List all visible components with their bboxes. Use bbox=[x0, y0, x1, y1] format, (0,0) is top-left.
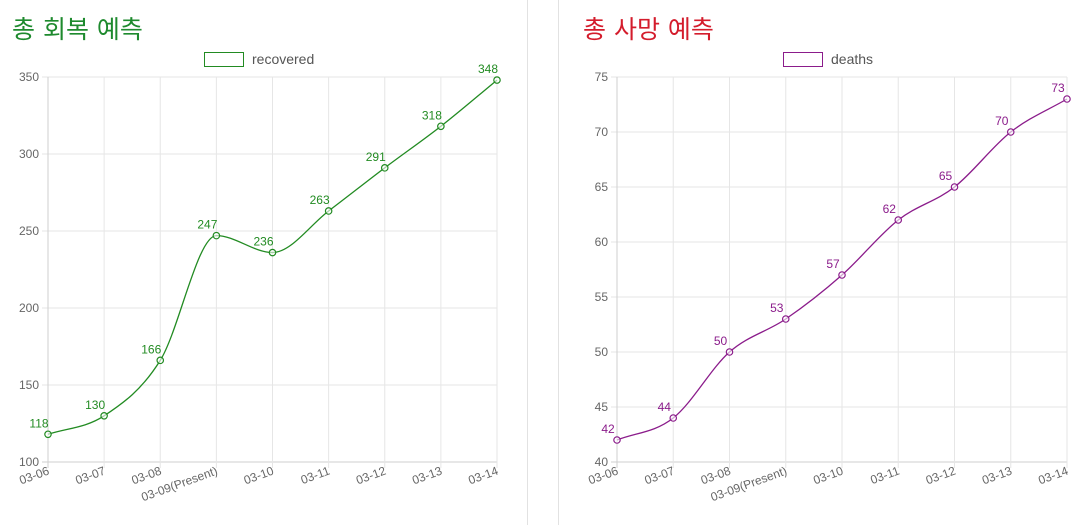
data-label: 70 bbox=[995, 114, 1009, 128]
y-tick-label: 75 bbox=[595, 70, 609, 84]
y-tick-label: 40 bbox=[595, 455, 609, 469]
data-label: 130 bbox=[85, 398, 105, 412]
data-point bbox=[437, 122, 445, 131]
x-tick-label: 03-13 bbox=[410, 464, 444, 488]
data-label: 42 bbox=[601, 422, 615, 436]
data-label: 65 bbox=[939, 169, 953, 183]
data-label: 263 bbox=[310, 193, 330, 207]
data-point bbox=[781, 315, 790, 323]
x-tick-label: 03-07 bbox=[643, 464, 677, 488]
panel-divider bbox=[558, 0, 559, 525]
y-tick-label: 50 bbox=[595, 345, 609, 359]
data-point bbox=[950, 183, 959, 191]
y-tick-label: 250 bbox=[19, 224, 39, 238]
y-tick-label: 350 bbox=[19, 70, 39, 84]
x-tick-label: 03-10 bbox=[811, 464, 845, 488]
x-tick-label: 03-12 bbox=[354, 464, 388, 488]
y-tick-label: 60 bbox=[595, 235, 609, 249]
y-tick-label: 100 bbox=[19, 455, 39, 469]
chart-legend[interactable]: recovered bbox=[204, 51, 314, 67]
x-tick-label: 03-10 bbox=[242, 464, 276, 488]
data-point bbox=[380, 164, 389, 172]
y-tick-label: 200 bbox=[19, 301, 39, 315]
data-label: 318 bbox=[422, 108, 442, 122]
y-tick-label: 300 bbox=[19, 147, 39, 161]
data-point bbox=[725, 348, 734, 356]
chart-title: 총 회복 예측 bbox=[12, 15, 143, 44]
data-point bbox=[268, 248, 277, 257]
data-point bbox=[493, 76, 501, 84]
data-point bbox=[100, 411, 108, 420]
y-tick-label: 70 bbox=[595, 125, 609, 139]
legend-swatch bbox=[783, 51, 823, 67]
data-point bbox=[1006, 128, 1015, 136]
data-label: 57 bbox=[826, 257, 840, 271]
x-tick-label: 03-14 bbox=[466, 464, 500, 488]
data-point bbox=[613, 436, 621, 444]
data-label: 348 bbox=[478, 62, 498, 76]
legend-label: deaths bbox=[831, 51, 874, 67]
data-point bbox=[212, 231, 221, 240]
x-tick-label: 03-11 bbox=[299, 464, 332, 487]
legend-label: recovered bbox=[252, 51, 315, 67]
chart-legend[interactable]: deaths bbox=[783, 51, 873, 67]
y-tick-label: 65 bbox=[595, 180, 609, 194]
data-label: 44 bbox=[658, 400, 672, 414]
data-label: 53 bbox=[770, 301, 784, 315]
x-tick-label: 03-11 bbox=[868, 464, 901, 487]
data-point bbox=[669, 414, 678, 422]
data-label: 236 bbox=[253, 235, 273, 249]
deaths-chart-panel: 총 사망 예측 deaths 40 45 50 55 60 65 70 75 03-06 03-0… bbox=[559, 0, 1089, 525]
data-point bbox=[838, 271, 846, 279]
data-point bbox=[44, 430, 52, 439]
y-tick-label: 45 bbox=[595, 400, 609, 414]
data-label: 62 bbox=[883, 202, 897, 216]
legend-swatch bbox=[204, 51, 244, 67]
chart-title: 총 사망 예측 bbox=[583, 15, 714, 44]
data-label: 247 bbox=[197, 218, 217, 232]
data-label: 166 bbox=[141, 342, 161, 356]
data-point bbox=[1063, 95, 1071, 103]
recovered-chart-panel: 총 회복 예측 recovered 100 150 200 250 300 350 03-0… bbox=[0, 0, 527, 525]
x-tick-label: 03-06 bbox=[586, 464, 620, 488]
panel-divider bbox=[527, 0, 528, 525]
x-tick-label: 03-14 bbox=[1036, 464, 1070, 488]
data-point bbox=[156, 356, 165, 365]
data-label: 291 bbox=[366, 150, 386, 164]
data-label: 73 bbox=[1051, 81, 1065, 95]
x-tick-label: 03-12 bbox=[924, 464, 958, 488]
data-point bbox=[324, 207, 333, 215]
data-point bbox=[894, 216, 903, 224]
y-tick-label: 150 bbox=[19, 378, 39, 392]
data-label: 118 bbox=[29, 416, 48, 430]
y-tick-label: 55 bbox=[595, 290, 609, 304]
x-tick-label: 03-07 bbox=[74, 464, 108, 488]
x-tick-label: 03-13 bbox=[980, 464, 1014, 488]
data-label: 50 bbox=[714, 334, 728, 348]
